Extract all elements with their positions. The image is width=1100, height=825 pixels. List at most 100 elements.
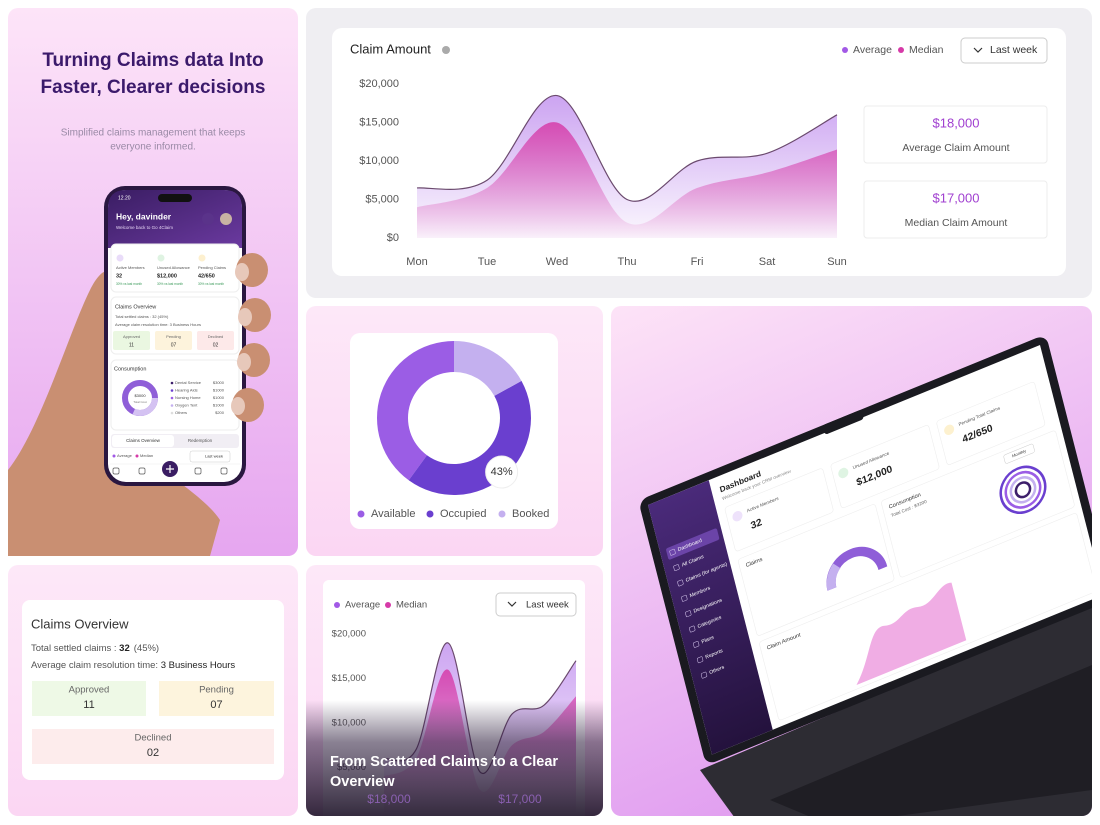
status-box	[159, 681, 274, 716]
dropdown[interactable]	[1003, 443, 1035, 464]
stat-value: 32	[116, 273, 122, 279]
legend-dot	[898, 47, 904, 53]
menu-icon[interactable]	[685, 610, 692, 618]
consumption-value: $1000	[213, 388, 225, 393]
dropdown-label: Monthly	[1012, 448, 1028, 459]
donut-segment	[376, 341, 454, 481]
text-part: 32	[119, 643, 130, 654]
stat-change: 30% vs last month	[157, 282, 183, 286]
status-box	[113, 331, 150, 350]
overlay-stat: $17,000	[498, 792, 542, 806]
consumption-dot	[170, 396, 174, 400]
menu-icon[interactable]	[689, 625, 696, 633]
legend-dot	[112, 454, 116, 458]
dropdown-label: Last week	[990, 44, 1038, 56]
status-label: Declined	[208, 334, 224, 339]
text-part: (45%)	[134, 643, 159, 654]
stat-value: $17,000	[933, 190, 980, 205]
status-count: 02	[213, 342, 219, 348]
menu-icon[interactable]	[673, 564, 680, 571]
nav-plus	[166, 465, 174, 473]
overlay-title: From Scattered Claims to a Clear	[330, 754, 558, 770]
stat-card	[936, 381, 1046, 465]
consumption-label: Hearing Aids	[175, 388, 198, 393]
status-count: 07	[171, 342, 177, 348]
status-box	[32, 681, 146, 716]
stat-label: Average Claim Amount	[902, 142, 1009, 154]
consumption-dot	[170, 389, 174, 392]
menu-icon[interactable]	[697, 656, 704, 664]
consumption-sub: Total Cost	[133, 400, 147, 404]
consumption-value: $3000	[213, 380, 225, 385]
stat-label: Active Members	[116, 265, 145, 270]
hero-title: Turning Claims data Into	[42, 50, 263, 71]
nav-icon[interactable]	[194, 467, 202, 475]
status-label: Declined	[135, 733, 172, 744]
notch	[823, 410, 864, 434]
stat-value: $18,000	[933, 115, 980, 130]
fingernail	[231, 397, 245, 415]
stat-card	[830, 425, 940, 509]
menu-icon[interactable]	[693, 641, 700, 648]
phone-header	[108, 190, 242, 248]
dropdown[interactable]	[189, 450, 231, 463]
x-tick-label: Sat	[759, 256, 776, 268]
legend-label: Occupied	[440, 508, 486, 520]
legend-dot	[334, 602, 340, 608]
y-tick-label: $15,000	[332, 673, 366, 684]
consumption-dot	[170, 411, 174, 415]
nav-icon[interactable]	[138, 467, 146, 475]
legend-label: Available	[371, 508, 415, 520]
stat-icon	[838, 467, 849, 479]
stat-icon	[116, 254, 124, 262]
menu-icon[interactable]	[669, 548, 676, 556]
legend-label: Median	[140, 453, 153, 458]
overview-title: Claims Overview	[115, 304, 156, 310]
menu-icon[interactable]	[677, 579, 684, 587]
consumption-title: Consumption	[114, 366, 146, 372]
stat-label: Unused Allowance	[157, 265, 191, 270]
hero: Turning Claims data Into Faster, Clearer …	[41, 50, 266, 153]
consumption-dot	[170, 381, 174, 385]
hero-title: Faster, Clearer decisions	[41, 77, 266, 98]
menu-item: Plans	[701, 635, 715, 646]
claims-overview: Claims Overview Total settled claims : 32…	[31, 616, 274, 764]
stat-change: 30% vs last month	[198, 282, 224, 286]
phone: 12.20 Hey, davinder Welcome back to Go 4Cl…	[8, 186, 271, 556]
status-box	[197, 331, 234, 350]
status-count: 02	[147, 747, 159, 759]
menu-icon[interactable]	[681, 594, 688, 602]
dropdown[interactable]	[960, 37, 1048, 64]
x-tick-label: Sun	[827, 256, 847, 268]
stat-box	[863, 180, 1048, 239]
legend-dot	[426, 510, 434, 518]
menu-active	[666, 528, 720, 560]
donut-segment	[454, 340, 522, 396]
nav-icon[interactable]	[220, 467, 228, 475]
phone-greeting: Hey, davinder	[116, 211, 172, 221]
stat-label: Pending Claims	[198, 265, 226, 270]
status-count: 07	[210, 699, 222, 711]
status-count: 11	[83, 699, 94, 711]
line	[416, 94, 838, 202]
overview-settled: Total settled claims : 32 (45%)	[31, 643, 159, 654]
overlay-title: Overview	[330, 774, 395, 790]
legend-dot	[498, 510, 506, 518]
menu-icon[interactable]	[700, 671, 708, 679]
status-box	[155, 331, 192, 350]
consumption-dot	[170, 404, 174, 407]
dropdown-label: Last week	[526, 600, 569, 611]
legend-label: Booked	[512, 508, 549, 520]
legend-label: Average	[117, 453, 133, 458]
nav-icon[interactable]	[112, 467, 120, 475]
fingernail	[237, 353, 251, 371]
stat-label: Median Claim Amount	[905, 217, 1008, 229]
consumption-center: $3000	[134, 393, 146, 398]
donut-chart: 43% Available Occupied Booked	[357, 340, 549, 520]
overlay-stat: $18,000	[367, 792, 411, 806]
legend-label: Median	[396, 600, 427, 611]
dropdown[interactable]	[495, 592, 577, 617]
legend-dot	[357, 510, 365, 518]
stat-value: 32	[750, 517, 764, 532]
